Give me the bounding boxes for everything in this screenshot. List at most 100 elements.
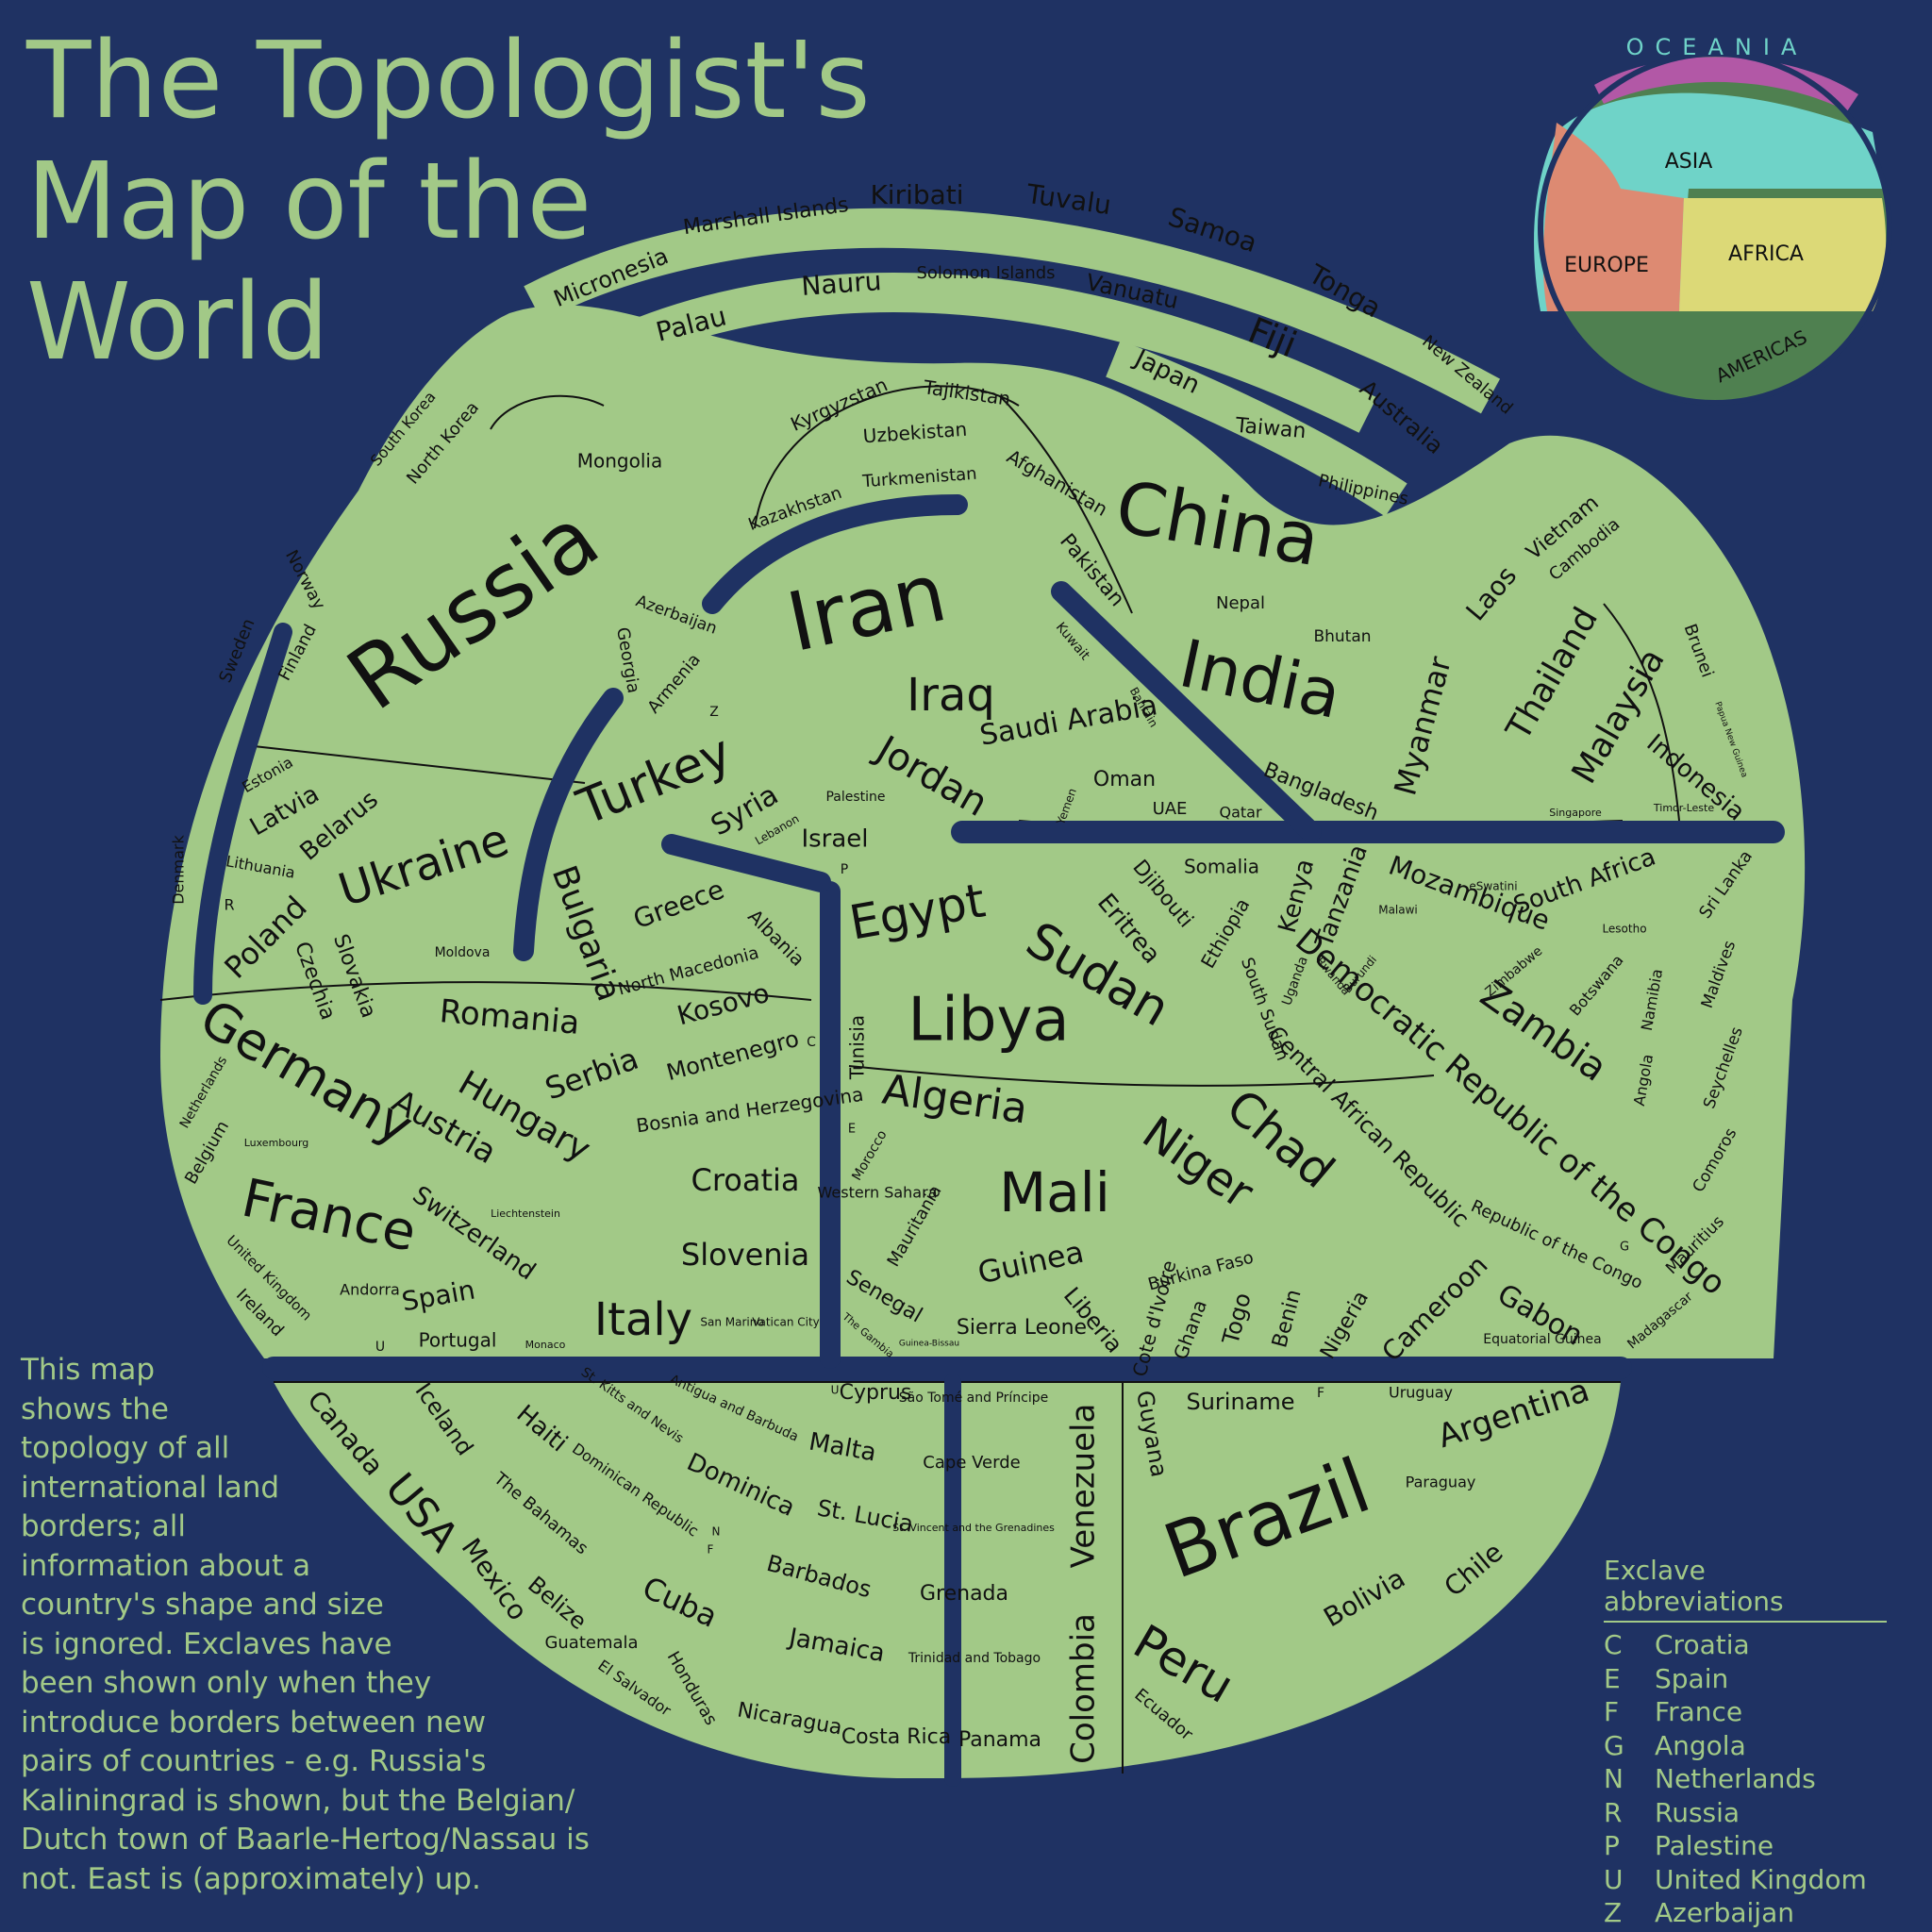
inset-asia-label: ASIA xyxy=(1665,150,1713,174)
desc-line: shows the xyxy=(21,1391,169,1426)
desc-line: been shown only when they xyxy=(21,1666,432,1700)
country-label: Libya xyxy=(908,986,1069,1056)
country-label: Mongolia xyxy=(577,450,662,473)
country-label: Cyprus xyxy=(840,1381,912,1405)
desc-line: Kaliningrad is shown, but the Belgian/ xyxy=(21,1783,575,1818)
legend-row: P Palestine xyxy=(1604,1829,1896,1863)
oceania-arcs xyxy=(524,208,1501,517)
legend-key: G xyxy=(1604,1729,1624,1761)
country-label: Israel xyxy=(801,825,868,854)
country-label: Sierra Leone xyxy=(957,1316,1087,1340)
country-label: E xyxy=(848,1123,856,1137)
country-label: Italy xyxy=(594,1293,692,1346)
country-label: Oman xyxy=(1093,768,1156,791)
legend-value: Spain xyxy=(1655,1662,1729,1694)
legend-key: E xyxy=(1604,1662,1621,1694)
country-label: Guinea-Bissau xyxy=(899,1340,959,1349)
legend-row: R Russia xyxy=(1604,1796,1896,1830)
desc-line: pairs of countries - e.g. Russia's xyxy=(21,1744,487,1778)
map-title: The Topologist's Map of the World xyxy=(26,21,871,383)
country-label: Western Sahara xyxy=(818,1184,938,1202)
legend-row: E Spain xyxy=(1604,1662,1896,1696)
desc-line: country's shape and size xyxy=(21,1588,384,1622)
country-label: Bhutan xyxy=(1313,627,1371,646)
country-label: Suriname xyxy=(1186,1389,1294,1415)
desc-line: Dutch town of Baarle-Hertog/Nassau is xyxy=(21,1823,590,1857)
legend-value: Azerbaijan xyxy=(1655,1897,1794,1928)
continent-inset: OCEANIA ASIA EUROPE AFRICA AMERICAS xyxy=(1534,34,1892,406)
country-label: Colombia xyxy=(1065,1613,1103,1764)
country-label: Luxembourg xyxy=(244,1137,309,1149)
map-description: This map shows the topology of all inter… xyxy=(21,1351,625,1899)
legend-key: N xyxy=(1604,1763,1624,1794)
legend-key: C xyxy=(1604,1629,1623,1660)
legend-value: Croatia xyxy=(1655,1629,1750,1660)
country-label: São Tomé and Príncipe xyxy=(899,1391,1049,1406)
desc-line: international land xyxy=(21,1470,280,1505)
title-line: World xyxy=(26,261,329,384)
country-label: Timor-Leste xyxy=(1653,802,1714,814)
country-label: Mali xyxy=(999,1160,1110,1224)
country-label: Tunisia xyxy=(846,1015,869,1080)
desc-line: not. East is (approximately) up. xyxy=(21,1861,481,1896)
legend-row: G Angola xyxy=(1604,1729,1896,1763)
country-label: Grenada xyxy=(920,1582,1008,1606)
country-label: Solomon Islands xyxy=(916,263,1055,283)
legend-value: United Kingdom xyxy=(1655,1863,1867,1895)
legend-title: Exclave abbreviations xyxy=(1604,1555,1887,1623)
legend-key: R xyxy=(1604,1796,1623,1828)
country-label: Somalia xyxy=(1184,856,1259,878)
inset-oceania-label: OCEANIA xyxy=(1626,34,1808,60)
legend-row: N Netherlands xyxy=(1604,1762,1896,1796)
country-label: Palestine xyxy=(825,790,885,805)
country-label: Qatar xyxy=(1219,804,1261,822)
desc-line: is ignored. Exclaves have xyxy=(21,1626,392,1661)
country-label: G xyxy=(1620,1241,1629,1255)
country-label: F xyxy=(708,1543,714,1557)
country-label: R xyxy=(224,896,234,914)
country-label: Cape Verde xyxy=(923,1453,1020,1473)
legend-value: Palestine xyxy=(1655,1830,1774,1861)
legend-row: C Croatia xyxy=(1604,1628,1896,1662)
legend-key: F xyxy=(1604,1696,1620,1727)
country-label: Trinidad and Tobago xyxy=(908,1651,1041,1666)
country-label: Liechtenstein xyxy=(491,1208,560,1220)
inset-africa-label: AFRICA xyxy=(1728,242,1804,266)
legend-value: Netherlands xyxy=(1655,1763,1816,1794)
country-label: P xyxy=(841,862,848,877)
country-label: N xyxy=(712,1525,721,1539)
indian-ocean-islands xyxy=(1623,852,1770,1358)
country-label: Nauru xyxy=(800,265,882,302)
country-label: Slovenia xyxy=(681,1237,809,1273)
country-label: Croatia xyxy=(691,1162,799,1198)
country-label: Lesotho xyxy=(1602,923,1646,936)
desc-line: topology of all xyxy=(21,1431,230,1465)
country-label: Portugal xyxy=(419,1329,497,1352)
country-label: Vatican City xyxy=(752,1316,820,1329)
country-label: Costa Rica xyxy=(841,1725,951,1749)
country-label: Taiwan xyxy=(1234,414,1307,444)
desc-line: introduce borders between new xyxy=(21,1705,487,1740)
country-label: Guatemala xyxy=(544,1633,638,1653)
desc-line: This map xyxy=(21,1353,156,1387)
legend-value: Russia xyxy=(1655,1796,1740,1828)
sea-channels xyxy=(193,494,1785,1787)
country-label: Tuvalu xyxy=(1024,178,1113,221)
country-label: U xyxy=(831,1384,840,1397)
legend-value: Angola xyxy=(1655,1729,1746,1761)
legend-key: U xyxy=(1604,1863,1624,1895)
inset-europe-label: EUROPE xyxy=(1564,254,1649,277)
country-label: Equatorial Guinea xyxy=(1483,1332,1601,1347)
country-label: Uruguay xyxy=(1389,1384,1453,1402)
title-line: Map of the xyxy=(26,141,592,263)
legend-row: U United Kingdom xyxy=(1604,1863,1896,1897)
desc-line: borders; all xyxy=(21,1509,187,1543)
legend-row: Z Azerbaijan xyxy=(1604,1896,1896,1930)
legend-key: Z xyxy=(1604,1897,1623,1928)
legend-key: P xyxy=(1604,1830,1620,1861)
country-label: Monaco xyxy=(525,1339,566,1351)
country-label: Malawi xyxy=(1378,904,1418,917)
country-label: C xyxy=(807,1035,816,1050)
